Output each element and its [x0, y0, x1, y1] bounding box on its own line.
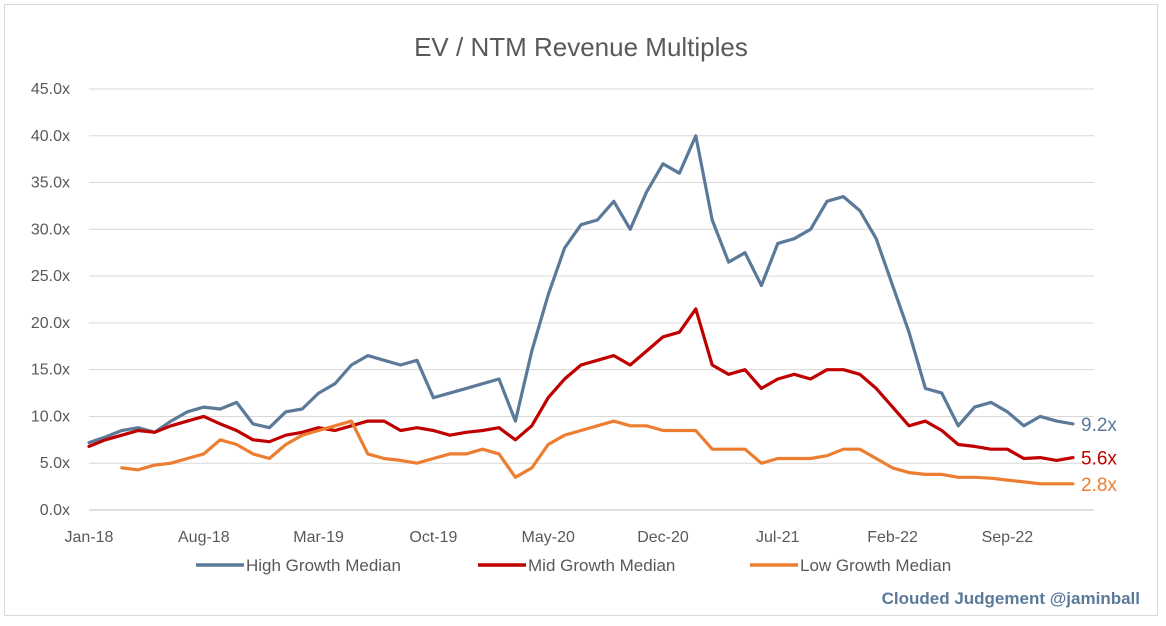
series-end-label: 9.2x [1081, 415, 1117, 436]
x-tick-label: Feb-22 [867, 529, 918, 546]
y-tick-label: 5.0x [40, 455, 70, 472]
y-tick-label: 25.0x [31, 268, 70, 285]
series-line [87, 307, 1075, 462]
legend-label: Mid Growth Median [528, 556, 675, 575]
y-axis-ticks: 0.0x 5.0x 10.0x 15.0x 20.0x 25.0x 30.0x 35.0x 40… [31, 81, 70, 519]
credit-text: Clouded Judgement @jaminball [882, 589, 1140, 608]
legend-label: High Growth Median [246, 556, 401, 575]
y-tick-label: 35.0x [31, 175, 70, 192]
y-tick-label: 30.0x [31, 221, 70, 238]
legend: High Growth Median Mid Growth Median Low G… [196, 556, 951, 575]
end-labels: 9.2x 5.6x 2.8x [1081, 415, 1117, 496]
gridlines [89, 88, 1094, 511]
chart-frame [4, 4, 1158, 616]
series-lines [87, 134, 1075, 486]
x-tick-label: Mar-19 [293, 529, 344, 546]
y-tick-label: 10.0x [31, 408, 70, 425]
series-line [87, 134, 1075, 445]
x-tick-label: Sep-22 [982, 529, 1034, 546]
x-tick-label: May-20 [522, 529, 575, 546]
x-tick-label: Jan-18 [65, 529, 114, 546]
chart-title: EV / NTM Revenue Multiples [414, 32, 748, 62]
y-tick-label: 0.0x [40, 502, 70, 519]
y-tick-label: 40.0x [31, 128, 70, 145]
x-tick-label: Oct-19 [409, 529, 457, 546]
series-line [120, 419, 1075, 486]
x-tick-label: Jul-21 [756, 529, 800, 546]
legend-label: Low Growth Median [800, 556, 951, 575]
x-axis-ticks: Jan-18 Aug-18 Mar-19 Oct-19 May-20 Dec-20 Jul-… [65, 529, 1034, 546]
x-tick-label: Dec-20 [637, 529, 689, 546]
y-tick-label: 15.0x [31, 362, 70, 379]
series-end-label: 5.6x [1081, 449, 1117, 470]
series-end-label: 2.8x [1081, 475, 1117, 496]
y-tick-label: 45.0x [31, 81, 70, 98]
x-tick-label: Aug-18 [178, 529, 230, 546]
y-tick-label: 20.0x [31, 315, 70, 332]
